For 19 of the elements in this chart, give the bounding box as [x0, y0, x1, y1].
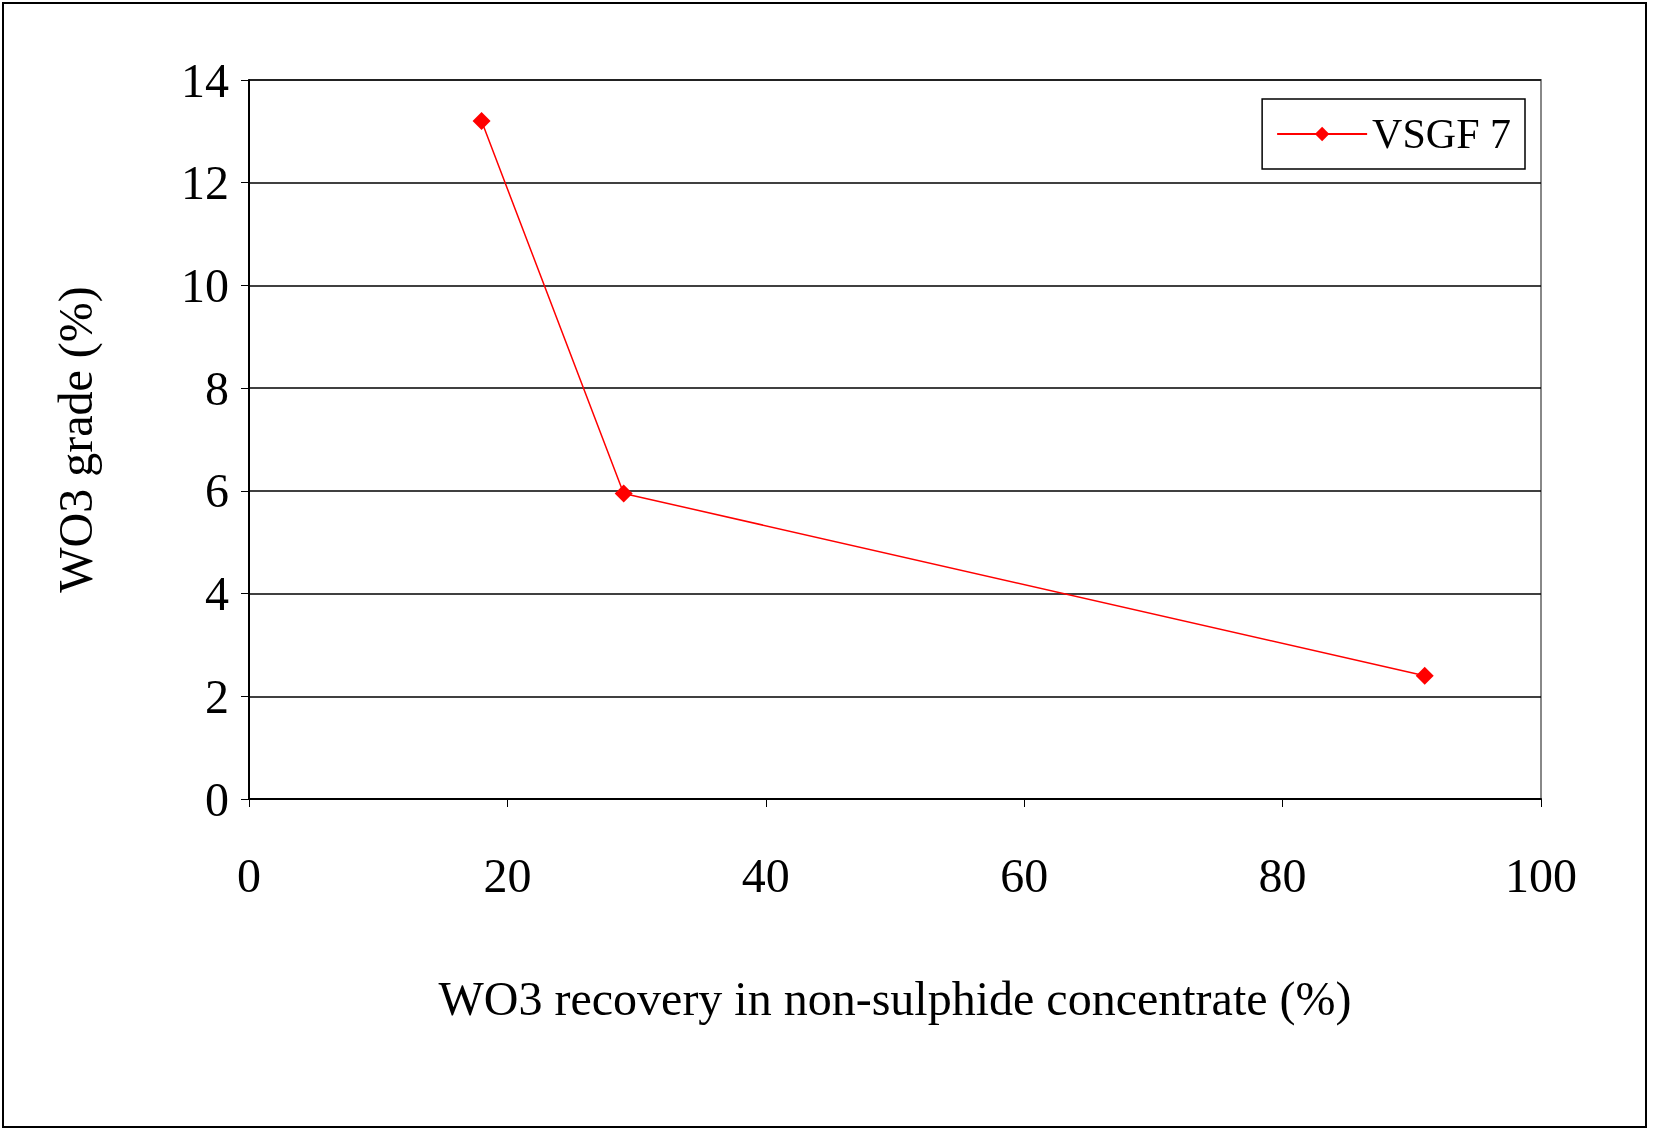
y-tick-label: 4 [205, 567, 229, 621]
x-tick-label: 80 [1258, 848, 1307, 902]
y-axis-title: WO3 grade (%) [48, 286, 103, 593]
x-tick-label: 100 [1505, 848, 1577, 902]
x-axis-title: WO3 recovery in non-sulphide concentrate (%) [438, 971, 1352, 1026]
point [1415, 666, 1434, 685]
y-tick-label: 0 [205, 772, 229, 826]
legend-label: VSGF 7 [1372, 111, 1512, 157]
y-tick-label: 10 [181, 258, 229, 312]
y-tick-label: 12 [181, 156, 229, 210]
x-tick-label: 20 [483, 848, 532, 902]
x-tick-label: 60 [1000, 848, 1049, 902]
point [472, 112, 491, 131]
y-tick-label: 2 [205, 669, 229, 723]
point [614, 484, 633, 503]
x-tick-label: 40 [741, 848, 790, 902]
y-tick-label: 14 [181, 53, 229, 107]
y-tick-label: 8 [205, 361, 229, 415]
y-tick-label: 6 [205, 464, 229, 518]
